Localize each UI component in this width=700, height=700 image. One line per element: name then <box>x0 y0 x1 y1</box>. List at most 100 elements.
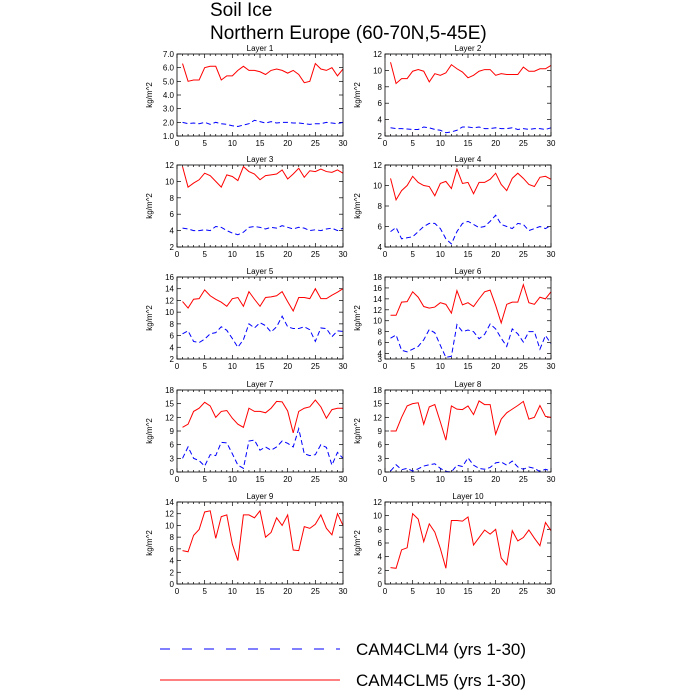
layer-2-ytick-label: 4 <box>378 116 383 125</box>
layer-1-frame <box>176 53 344 137</box>
layer-3-ylabel: kg/m^2 <box>145 193 154 219</box>
layer-6-frame <box>384 276 552 360</box>
layer-8-xtick-label: 25 <box>519 475 528 484</box>
layer-8-ytick-label: 12 <box>373 413 382 422</box>
layer-8-ytick-label: 9 <box>378 427 383 436</box>
layer-1-ytick-label: 1.0 <box>163 132 175 141</box>
layer-10-ytick-label: 12 <box>373 498 382 507</box>
layer-10-xtick-label: 25 <box>519 587 528 596</box>
layer-7-title: Layer 7 <box>247 380 274 389</box>
layer-2-xtick-label: 25 <box>519 139 528 148</box>
layer-5-ylabel: kg/m^2 <box>145 305 154 331</box>
layer-3-xtick-label: 20 <box>283 250 292 259</box>
layer-1-ytick-label: 4.0 <box>163 91 175 100</box>
layer-6-ytick-label: 14 <box>373 295 382 304</box>
layer-2-ytick-label: 12 <box>373 50 382 59</box>
layer-5-ytick-label: 12 <box>165 296 174 305</box>
layer-8-xtick-label: 15 <box>464 475 473 484</box>
layer-6-line-cam4clm4 <box>390 323 552 358</box>
layer-4-ylabel: kg/m^2 <box>353 193 362 219</box>
layer-9-xtick-label: 25 <box>311 587 320 596</box>
layer-7-line-cam4clm5 <box>182 399 343 433</box>
layer-9-xtick-label: 30 <box>339 587 348 596</box>
legend-label-cam4clm5: CAM4CLM5 (yrs 1-30) <box>356 671 526 690</box>
layer-2-ytick-label: 8 <box>378 83 383 92</box>
layer-7-ytick-label: 9 <box>170 427 175 436</box>
layer-9-xtick-label: 15 <box>256 587 265 596</box>
layer-7-xtick-label: 5 <box>202 475 207 484</box>
layer-7-ytick-label: 0 <box>170 468 175 477</box>
layer-1-ytick-label: 3.0 <box>163 105 175 114</box>
layer-10-ytick-label: 2 <box>378 566 383 575</box>
legend-item-cam4clm4: CAM4CLM4 (yrs 1-30) <box>160 640 526 659</box>
layer-6-xtick-label: 0 <box>383 362 388 371</box>
layer-6-xtick-label: 25 <box>519 362 528 371</box>
layer-1-xtick-label: 30 <box>339 139 348 148</box>
layer-6-ytick-label: 16 <box>373 284 382 293</box>
layer-7-ytick-label: 15 <box>165 400 174 409</box>
layer-7-line-cam4clm4 <box>182 426 344 470</box>
layer-10-xtick-label: 10 <box>436 587 445 596</box>
layer-6-ytick-label: 6 <box>378 339 383 348</box>
layer-9-ytick-label: 4 <box>170 557 175 566</box>
layer-8-xtick-label: 30 <box>547 475 556 484</box>
layer-6-xtick-label: 20 <box>491 362 500 371</box>
layer-2-ylabel: kg/m^2 <box>353 82 362 108</box>
layer-1-ylabel: kg/m^2 <box>145 82 154 108</box>
panel-layer-3: Layer 3 kg/m^2 0 5 10 15 20 25 30 2 4 6 8 10 12 <box>145 155 348 259</box>
layer-7-ytick-label: 12 <box>165 413 174 422</box>
layer-9-ytick-label: 14 <box>165 498 174 507</box>
layer-7-xtick-label: 20 <box>283 475 292 484</box>
legend: CAM4CLM4 (yrs 1-30) CAM4CLM5 (yrs 1-30) <box>160 640 526 690</box>
layer-4-line-cam4clm4 <box>390 214 552 245</box>
layer-8-ytick-label: 0 <box>378 468 383 477</box>
layer-5-ytick-label: 16 <box>165 273 174 282</box>
layer-5-ytick-label: 6 <box>170 332 175 341</box>
layer-6-xtick-label: 5 <box>410 362 415 371</box>
layer-1-xtick-label: 20 <box>283 139 292 148</box>
layer-7-ytick-label: 3 <box>170 454 175 463</box>
layer-3-frame <box>176 164 344 248</box>
layer-9-xtick-label: 5 <box>202 587 207 596</box>
layer-9-xtick-label: 10 <box>228 587 237 596</box>
layer-3-xtick-label: 0 <box>175 250 180 259</box>
layer-1-xtick-label: 5 <box>202 139 207 148</box>
layer-3-xtick-label: 25 <box>311 250 320 259</box>
layer-1-xtick-label: 15 <box>256 139 265 148</box>
layer-5-title: Layer 5 <box>247 267 274 276</box>
layer-7-frame <box>176 389 344 473</box>
panel-grid: Layer 1kg/m^20 5 10 15 20 25 301.02.03.04.05.0… <box>145 44 556 596</box>
layer-4-title: Layer 4 <box>455 155 482 164</box>
layer-8-ylabel: kg/m^2 <box>353 418 362 444</box>
layer-10-ytick-label: 0 <box>378 580 383 589</box>
figure-title: Soil Ice <box>210 0 272 21</box>
layer-3-ytick-label: 2 <box>170 243 175 252</box>
layer-3-xtick-label: 5 <box>202 250 207 259</box>
layer-6-ytick-label: 12 <box>373 306 382 315</box>
layer-10-ytick-label: 10 <box>373 512 382 521</box>
layer-8-xtick-label: 20 <box>491 475 500 484</box>
layer-5-line-cam4clm5 <box>182 287 344 313</box>
layer-6-xtick-label: 30 <box>547 362 556 371</box>
panel-layer-5: Layer 5 kg/m^2 0 5 10 15 20 25 30 2 4 6 8 10 12 14 16 <box>145 267 348 371</box>
panel-layer-6: Layer 6 kg/m^2 0 5 10 15 20 25 30 34 6 8 10 12 14 16 18 <box>353 267 556 371</box>
panel-layer-7: Layer 7 kg/m^2 0 5 10 15 20 25 30 0 3 6 9 12 15 18 <box>145 380 348 484</box>
layer-1-title: Layer 1 <box>247 44 274 53</box>
layer-4-xtick-label: 30 <box>547 250 556 259</box>
layer-10-ytick-label: 6 <box>378 539 383 548</box>
layer-8-ytick-label: 3 <box>378 454 383 463</box>
figure-subtitle: Northern Europe (60-70N,5-45E) <box>210 23 487 44</box>
layer-10-xtick-label: 5 <box>410 587 415 596</box>
layer-1-ytick-label: 6.0 <box>163 64 175 73</box>
layer-6-ytick-label: 4 <box>378 350 383 359</box>
layer-4-line-cam4clm5 <box>390 167 552 202</box>
layer-10-ytick-label: 4 <box>378 553 383 562</box>
layer-3-ytick-label: 4 <box>170 227 175 236</box>
layer-10-xtick-label: 15 <box>464 587 473 596</box>
layer-5-xtick-label: 10 <box>228 362 237 371</box>
layer-5-xtick-label: 30 <box>339 362 348 371</box>
layer-10-line-cam4clm5 <box>390 512 552 569</box>
layer-7-xtick-label: 25 <box>311 475 320 484</box>
layer-5-line-cam4clm4 <box>182 315 344 349</box>
layer-8-ytick-label: 6 <box>378 441 383 450</box>
